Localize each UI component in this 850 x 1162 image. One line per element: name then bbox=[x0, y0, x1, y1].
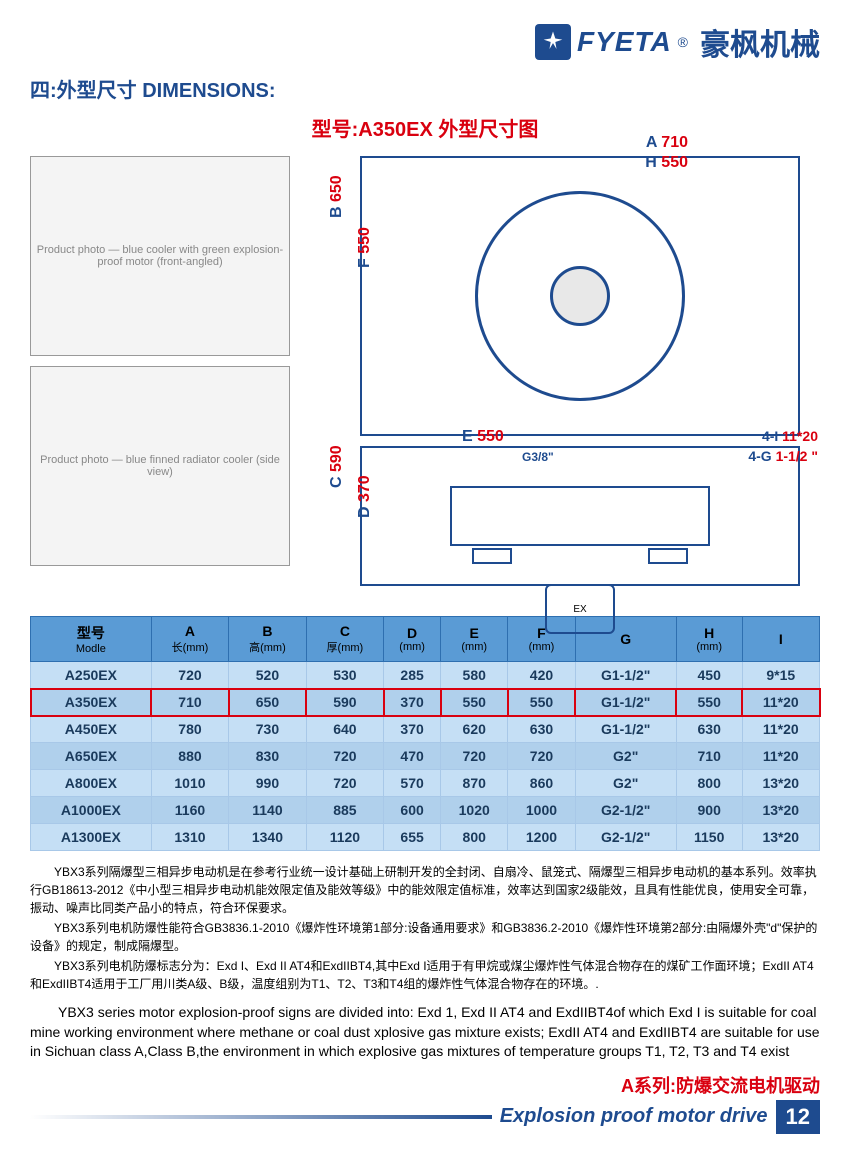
dim-A: A 710 bbox=[646, 134, 688, 152]
brand-en: FYETA bbox=[577, 26, 672, 58]
motor-outline: EX bbox=[545, 584, 615, 634]
technical-drawing: A 710 H 550 B 650 F 550 EX E 550 G3/8" 4… bbox=[320, 156, 820, 586]
table-header: E(mm) bbox=[441, 617, 508, 662]
page-number: 12 bbox=[776, 1100, 820, 1134]
dim-F: F 550 bbox=[356, 227, 374, 268]
fan-outline bbox=[475, 191, 685, 401]
footer-gradient bbox=[30, 1115, 492, 1119]
table-header: B高(mm) bbox=[229, 617, 306, 662]
footer-bar: Explosion proof motor drive 12 bbox=[30, 1100, 820, 1134]
table-header: I bbox=[742, 617, 819, 662]
dim-D: D 370 bbox=[356, 475, 374, 518]
side-view: EX E 550 G3/8" 4-I 11*20 4-G 1-1/2 " C 5… bbox=[360, 446, 800, 586]
page-header: FYETA ® 豪枫机械 bbox=[30, 20, 820, 64]
section-title: 四:外型尺寸 DIMENSIONS: bbox=[30, 74, 820, 103]
brand-cn: 豪枫机械 bbox=[700, 20, 820, 64]
dimensions-table: 型号ModleA长(mm)B高(mm)C厚(mm)D(mm)E(mm)F(mm)… bbox=[30, 616, 820, 851]
table-row: A800EX1010990720570870860G2"80013*20 bbox=[31, 770, 820, 797]
dim-C: C 590 bbox=[328, 445, 346, 488]
figure-area: Product photo — blue cooler with green e… bbox=[30, 156, 820, 586]
model-title: 型号:A350EX 外型尺寸图 bbox=[30, 113, 820, 142]
product-photo-2: Product photo — blue finned radiator coo… bbox=[30, 366, 290, 566]
dim-H: H 550 bbox=[645, 154, 688, 172]
table-row: A250EX720520530285580420G1-1/2"4509*15 bbox=[31, 662, 820, 689]
fan-hub bbox=[550, 266, 610, 326]
dim-4G: 4-G 1-1/2 " bbox=[748, 448, 818, 464]
table-row: A350EX710650590370550550G1-1/2"55011*20 bbox=[31, 689, 820, 716]
table-row: A1000EX1160114088560010201000G2-1/2"9001… bbox=[31, 797, 820, 824]
logo-icon bbox=[535, 24, 571, 60]
table-header: A长(mm) bbox=[151, 617, 228, 662]
dim-I: 4-I 11*20 bbox=[762, 428, 818, 444]
dim-B: B 650 bbox=[328, 175, 346, 218]
brand-reg: ® bbox=[678, 34, 688, 50]
dim-E: E 550 bbox=[462, 428, 504, 446]
notes-english: YBX3 series motor explosion-proof signs … bbox=[30, 1003, 820, 1062]
table-row: A650EX880830720470720720G2"71011*20 bbox=[31, 743, 820, 770]
footer-series-label: A系列:防爆交流电机驱动 bbox=[30, 1072, 820, 1098]
dim-G38: G3/8" bbox=[522, 450, 554, 464]
table-row: A450EX780730640370620630G1-1/2"63011*20 bbox=[31, 716, 820, 743]
footer-subtitle: Explosion proof motor drive bbox=[492, 1105, 776, 1128]
side-body bbox=[450, 486, 710, 546]
table-header: 型号Modle bbox=[31, 617, 152, 662]
table-header: H(mm) bbox=[676, 617, 742, 662]
brand-logo: FYETA ® 豪枫机械 bbox=[535, 20, 820, 64]
table-header: D(mm) bbox=[384, 617, 441, 662]
notes-chinese: YBX3系列隔爆型三相异步电动机是在参考行业统一设计基础上研制开发的全封闭、自扇… bbox=[30, 863, 820, 993]
table-header: C厚(mm) bbox=[306, 617, 383, 662]
table-row: A1300EX1310134011206558001200G2-1/2"1150… bbox=[31, 824, 820, 851]
front-view: A 710 H 550 B 650 F 550 bbox=[360, 156, 800, 436]
product-photo-1: Product photo — blue cooler with green e… bbox=[30, 156, 290, 356]
